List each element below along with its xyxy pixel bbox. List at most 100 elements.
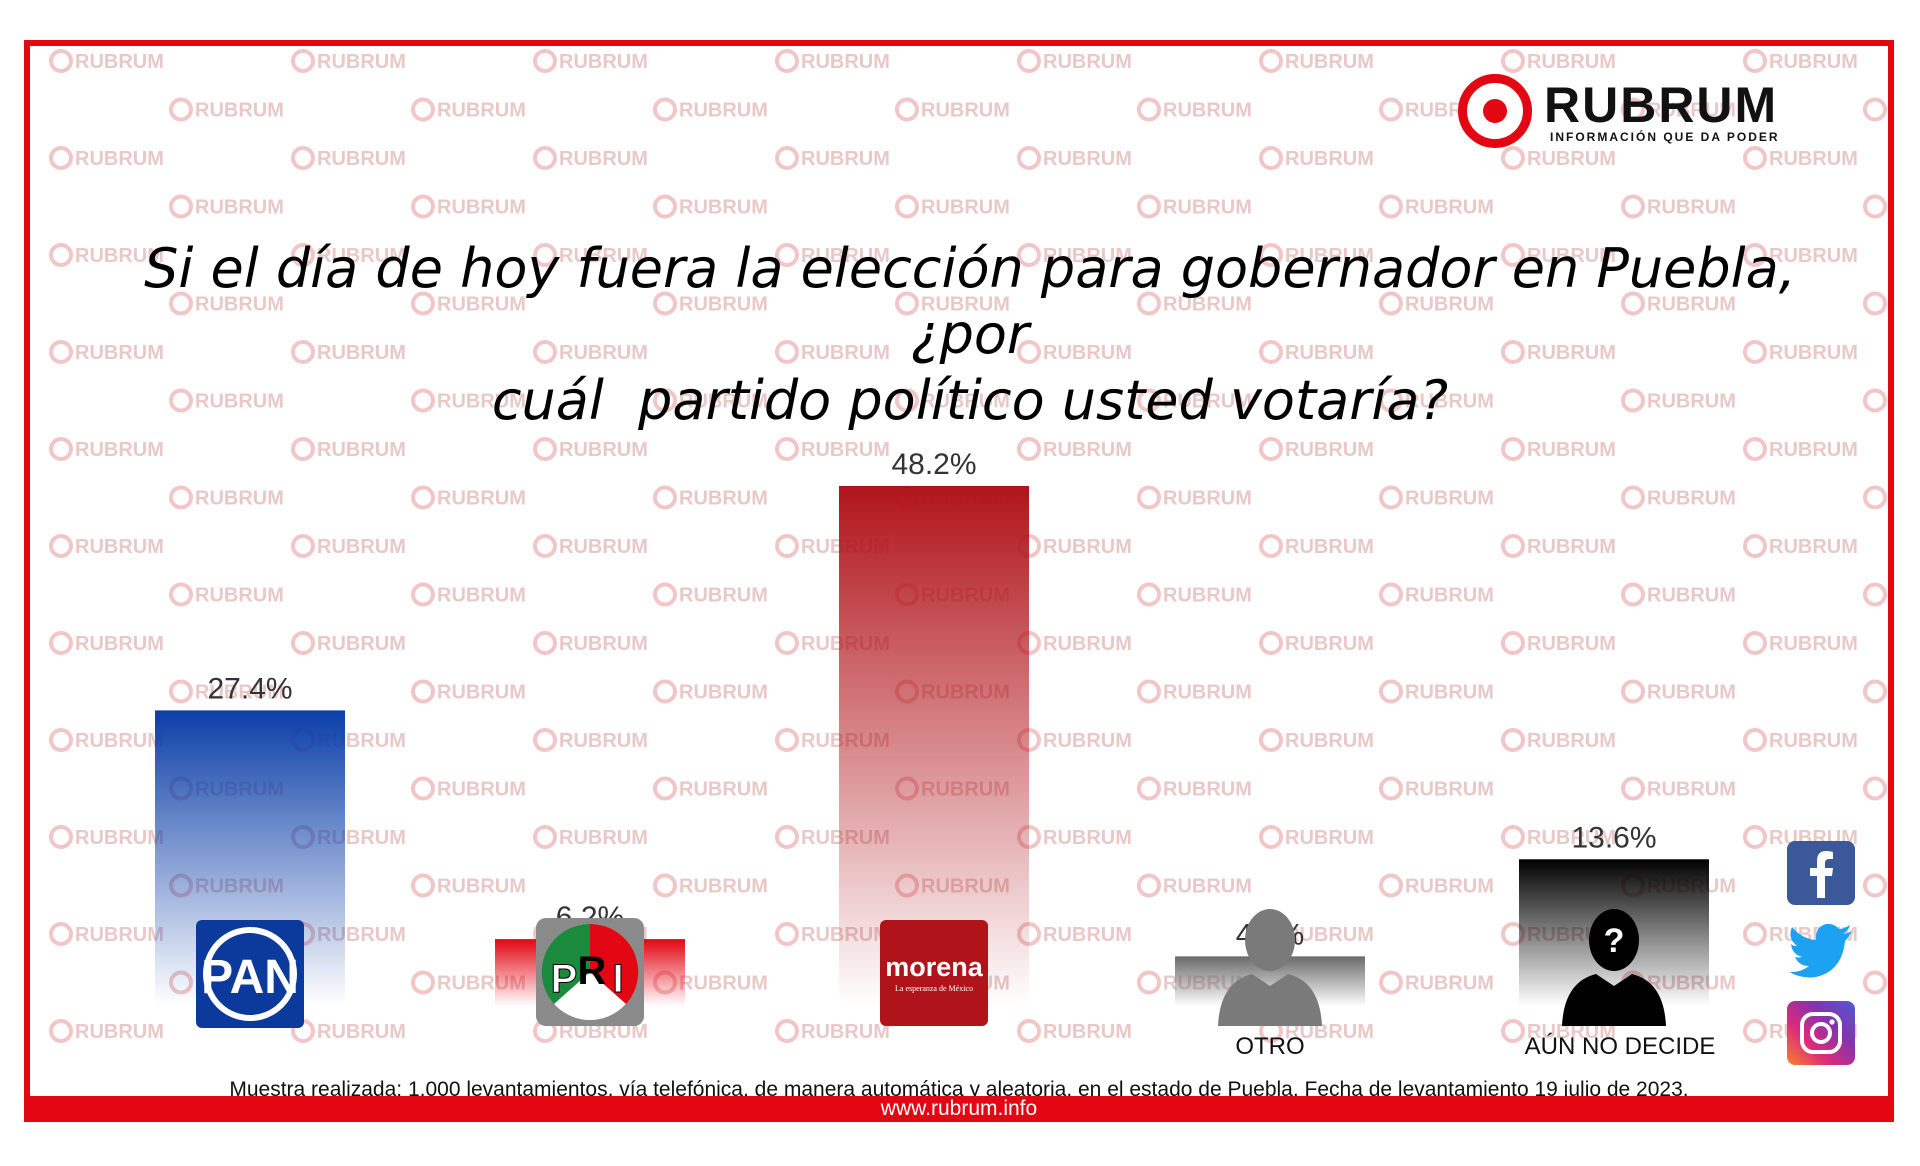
watermark-mark: RUBRUM [1259, 243, 1374, 267]
website-link[interactable]: www.rubrum.info [880, 1097, 1038, 1120]
watermark-mark: RUBRUM [411, 291, 526, 316]
svg-text:RUBRUM: RUBRUM [1527, 536, 1616, 558]
svg-text:RUBRUM: RUBRUM [1769, 148, 1858, 170]
svg-text:RUBRUM: RUBRUM [1405, 294, 1494, 316]
watermark-mark: RUBRUM [49, 534, 164, 558]
svg-text:RUBRUM: RUBRUM [195, 585, 284, 607]
morena-logo-subtext: La esperanza de México [895, 984, 973, 993]
watermark-mark: RUBRUM [1137, 291, 1252, 316]
svg-text:RUBRUM: RUBRUM [1527, 148, 1616, 170]
svg-text:RUBRUM: RUBRUM [1043, 827, 1132, 849]
watermark-mark: RUBRUM [411, 679, 526, 704]
svg-text:RUBRUM: RUBRUM [1527, 633, 1616, 655]
svg-text:RUBRUM: RUBRUM [75, 827, 164, 849]
pri-logo: P R I [536, 918, 644, 1026]
watermark-mark: RUBRUM [169, 97, 284, 122]
svg-text:RUBRUM: RUBRUM [1405, 391, 1494, 413]
watermark-mark: RUBRUM [49, 243, 164, 267]
svg-text:RUBRUM: RUBRUM [1285, 730, 1374, 752]
svg-text:RUBRUM: RUBRUM [1769, 245, 1858, 267]
svg-text:RUBRUM: RUBRUM [317, 536, 406, 558]
svg-text:RUBRUM: RUBRUM [1163, 391, 1252, 413]
morena-logo-text: morena [885, 952, 984, 982]
watermark-mark: RUBRUM [1259, 340, 1374, 364]
svg-text:RUBRUM: RUBRUM [801, 1021, 890, 1043]
watermark-mark: RUBRUM [1379, 679, 1494, 704]
svg-text:RUBRUM: RUBRUM [437, 100, 526, 122]
svg-text:RUBRUM: RUBRUM [1769, 342, 1858, 364]
watermark-mark: RUBRUM [895, 291, 1010, 316]
watermark-mark: RUBRUM [775, 437, 890, 461]
svg-text:RUBRUM: RUBRUM [437, 294, 526, 316]
svg-text:RUBRUM: RUBRUM [1405, 973, 1494, 995]
svg-text:RUBRUM: RUBRUM [801, 342, 890, 364]
svg-text:RUBRUM: RUBRUM [1285, 633, 1374, 655]
svg-text:RUBRUM: RUBRUM [1527, 51, 1616, 73]
chart-frame: RUBRUM RUBRUM RUBRUM RUBRUM RUBRUM RUBRUM RUBR… [24, 40, 1894, 1118]
svg-text:RUBRUM: RUBRUM [75, 1021, 164, 1043]
watermark-mark: RUBRUM [1863, 679, 1887, 704]
watermark-mark: RUBRUM [1743, 631, 1858, 655]
svg-text:RUBRUM: RUBRUM [437, 779, 526, 801]
watermark-mark: RUBRUM [169, 194, 284, 219]
pri-logo-r: R [578, 949, 607, 993]
watermark-mark: RUBRUM [1743, 437, 1858, 461]
rubrum-logo-mark [1458, 74, 1532, 148]
svg-text:RUBRUM: RUBRUM [437, 488, 526, 510]
instagram-icon[interactable] [1787, 1001, 1855, 1065]
watermark-mark: RUBRUM [1863, 97, 1887, 122]
value-label: 13.6% [1571, 821, 1656, 854]
watermark-mark: RUBRUM [1501, 437, 1616, 461]
watermark-mark: RUBRUM [1743, 340, 1858, 364]
svg-text:RUBRUM: RUBRUM [1647, 100, 1736, 122]
person-silhouette-icon [1218, 909, 1322, 1026]
svg-text:RUBRUM: RUBRUM [75, 633, 164, 655]
watermark-mark: RUBRUM [1017, 340, 1132, 364]
svg-text:RUBRUM: RUBRUM [1405, 488, 1494, 510]
svg-text:RUBRUM: RUBRUM [437, 876, 526, 898]
twitter-icon[interactable] [1787, 919, 1855, 983]
svg-text:RUBRUM: RUBRUM [317, 51, 406, 73]
watermark-mark: RUBRUM [1017, 1019, 1132, 1043]
rubrum-logo: RUBRUM INFORMACIÓN QUE DA PODER [1458, 74, 1818, 154]
watermark-mark: RUBRUM [49, 340, 164, 364]
facebook-icon[interactable] [1787, 841, 1855, 905]
svg-text:RUBRUM: RUBRUM [317, 439, 406, 461]
watermark-mark: RUBRUM [775, 243, 890, 267]
svg-text:RUBRUM: RUBRUM [1163, 585, 1252, 607]
watermark-mark: RUBRUM [1259, 146, 1374, 170]
unknown-person-icon: ? [1562, 909, 1666, 1026]
watermark-mark: RUBRUM [1863, 776, 1887, 801]
svg-text:RUBRUM: RUBRUM [1527, 245, 1616, 267]
watermark-mark: RUBRUM [775, 1019, 890, 1043]
watermark-mark: RUBRUM [895, 194, 1010, 219]
watermark-mark: RUBRUM [1017, 146, 1132, 170]
svg-text:RUBRUM: RUBRUM [1163, 488, 1252, 510]
watermark-mark: RUBRUM [1501, 825, 1616, 849]
svg-text:RUBRUM: RUBRUM [1163, 294, 1252, 316]
svg-text:RUBRUM: RUBRUM [1769, 51, 1858, 73]
watermark-mark: RUBRUM [1863, 291, 1887, 316]
watermark-mark: RUBRUM [411, 873, 526, 898]
svg-text:RUBRUM: RUBRUM [195, 100, 284, 122]
watermark-mark: RUBRUM [653, 679, 768, 704]
watermark-mark: RUBRUM [1743, 243, 1858, 267]
watermark-mark: RUBRUM [411, 194, 526, 219]
watermark-mark: RUBRUM [1259, 437, 1374, 461]
svg-text:RUBRUM: RUBRUM [1043, 536, 1132, 558]
watermark-mark: RUBRUM [1621, 679, 1736, 704]
watermark-mark: RUBRUM [1379, 970, 1494, 995]
svg-text:RUBRUM: RUBRUM [679, 973, 768, 995]
morena-logo: morena La esperanza de México [880, 920, 988, 1026]
svg-text:RUBRUM: RUBRUM [1527, 342, 1616, 364]
watermark-mark: RUBRUM [169, 582, 284, 607]
watermark-mark: RUBRUM [291, 243, 406, 267]
watermark-mark: RUBRUM [411, 485, 526, 510]
watermark-mark: RUBRUM [1501, 534, 1616, 558]
watermark-mark: RUBRUM [1137, 776, 1252, 801]
watermark-mark: RUBRUM [895, 97, 1010, 122]
watermark-mark: RUBRUM [1863, 194, 1887, 219]
watermark-mark: RUBRUM [49, 825, 164, 849]
watermark-mark: RUBRUM [895, 388, 1010, 413]
watermark-mark: RUBRUM [1501, 49, 1616, 73]
